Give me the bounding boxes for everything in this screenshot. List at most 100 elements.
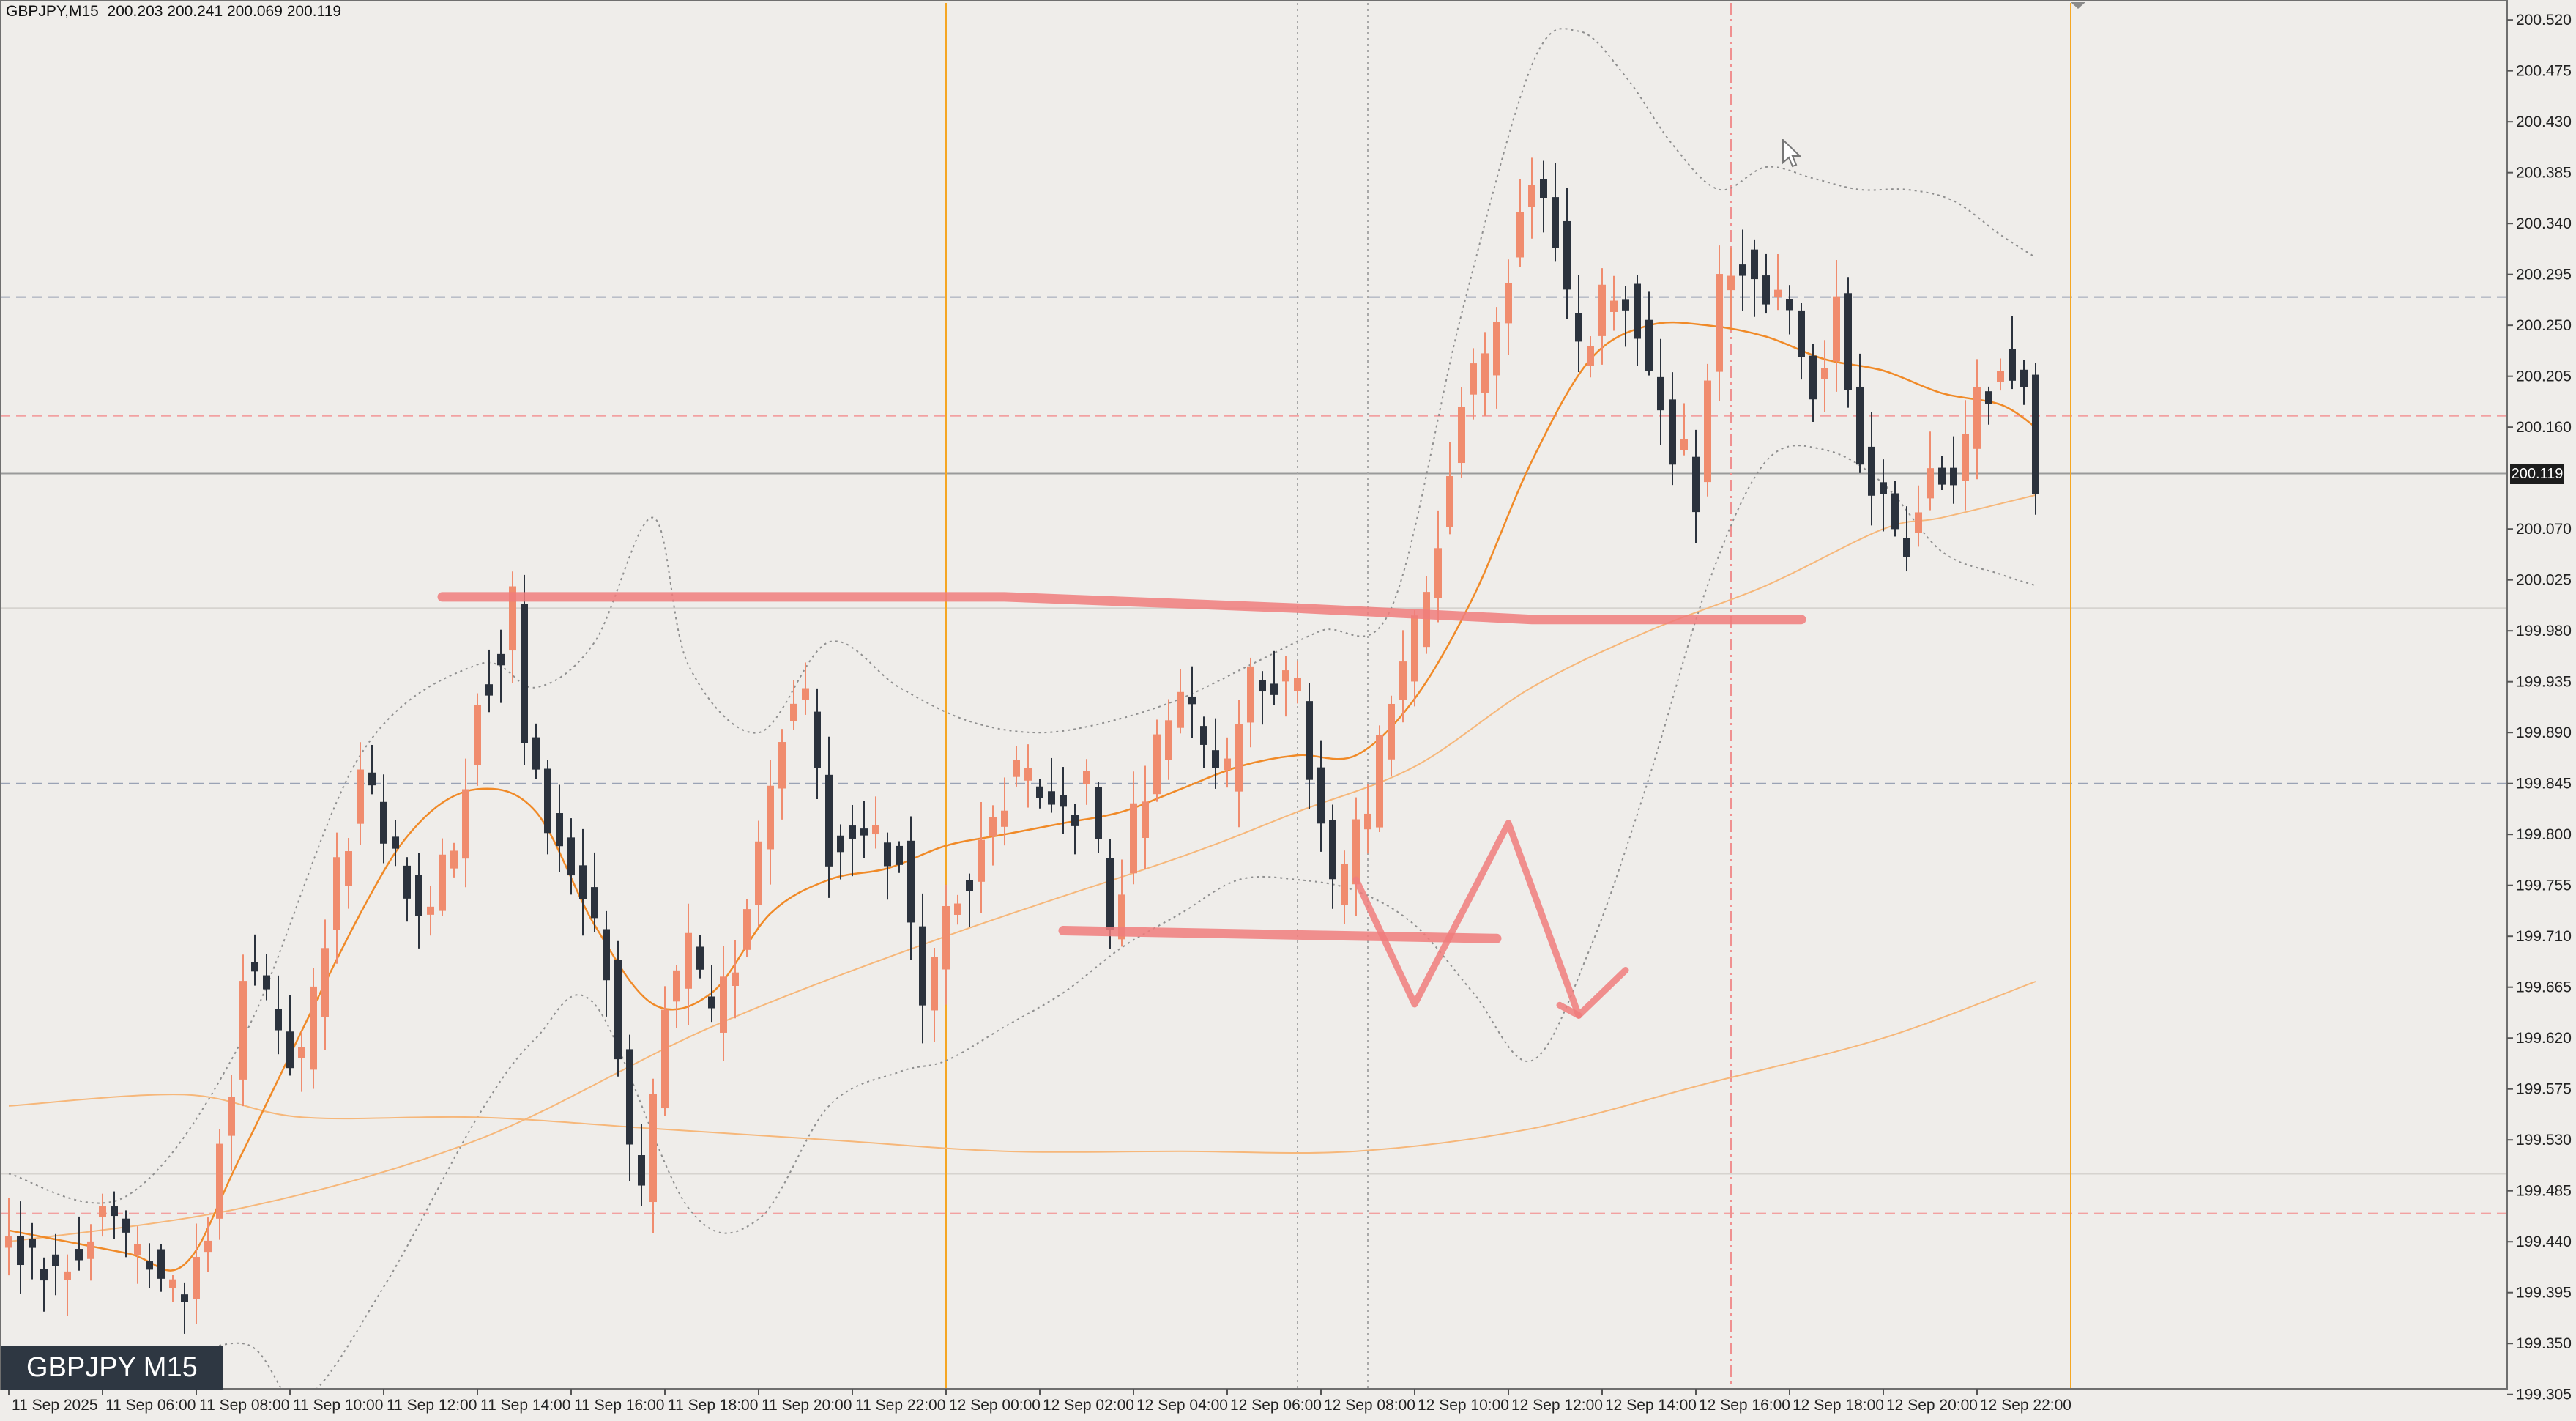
candle-body [40, 1269, 48, 1281]
candle [872, 796, 879, 849]
candle-body [1962, 434, 1969, 481]
candle [239, 954, 247, 1107]
candle [64, 1254, 71, 1316]
candle [474, 693, 481, 786]
candle-body [122, 1218, 130, 1233]
candle [427, 886, 434, 936]
candle [1997, 358, 2004, 391]
candle [357, 742, 364, 845]
candle [29, 1222, 36, 1280]
candle-body [1997, 371, 2004, 382]
candle-body [567, 837, 575, 876]
support-line [1058, 926, 1502, 943]
candle [181, 1282, 188, 1334]
candle-body [1844, 293, 1852, 390]
candle-body [685, 932, 692, 989]
candle-body [1458, 407, 1465, 464]
y-tick-label: 200.160 [2516, 419, 2572, 436]
candle [1317, 740, 1325, 852]
candle [2032, 363, 2039, 515]
candle [1013, 746, 1020, 787]
candle [1470, 348, 1477, 420]
candle-body [193, 1257, 200, 1299]
candle-body [825, 774, 833, 867]
candle [52, 1233, 59, 1296]
candle-body [638, 1155, 645, 1186]
candle [5, 1198, 12, 1276]
candle-body [1610, 300, 1618, 312]
candle-body [1634, 283, 1641, 339]
candle-body [696, 946, 704, 970]
x-tick-label: 11 Sep 06:00 [105, 1397, 196, 1414]
candle-body [614, 960, 622, 1060]
candle-body [415, 875, 422, 916]
candle-body [814, 711, 821, 768]
candle-body [743, 909, 751, 950]
candle-body [1739, 264, 1746, 276]
candle [1036, 779, 1043, 809]
candle [1575, 275, 1582, 372]
candle [1985, 386, 1992, 425]
candle-body [310, 986, 317, 1070]
candle [919, 893, 926, 1044]
candle [1903, 506, 1910, 572]
symbol-badge: GBPJPY M15 [1, 1346, 223, 1390]
candle [1739, 229, 1746, 311]
candle-body [1985, 391, 1992, 404]
candle [1645, 291, 1653, 376]
candle [1540, 160, 1547, 233]
candle [1329, 804, 1336, 909]
mouse-cursor-icon [1782, 139, 1801, 168]
candle-body [1306, 701, 1313, 780]
candle [966, 873, 973, 927]
candle [1751, 239, 1758, 317]
candle [1212, 718, 1219, 789]
candle [603, 910, 610, 1017]
candle [673, 965, 680, 1028]
y-tick-label: 199.845 [2516, 776, 2572, 793]
candle [778, 729, 786, 820]
candle-body [1903, 538, 1910, 557]
resistance-line [437, 592, 1806, 625]
candle [1341, 850, 1348, 924]
candle-body [1868, 446, 1875, 496]
candle [1024, 744, 1032, 808]
candle [837, 824, 844, 880]
candle-body [1798, 310, 1805, 357]
y-tick-label: 200.295 [2516, 267, 2572, 283]
candle [1060, 767, 1067, 834]
x-tick-label: 12 Sep 08:00 [1324, 1397, 1415, 1414]
candle [1130, 771, 1137, 885]
candle-body [966, 880, 973, 891]
ma-fast-line [8, 321, 2036, 1272]
y-tick-label: 199.620 [2516, 1030, 2572, 1047]
candle-body [1821, 368, 1828, 379]
candle-body [497, 653, 505, 666]
candle-body [521, 604, 528, 743]
candle [1880, 459, 1887, 532]
candle-body [345, 851, 352, 886]
candle [1001, 777, 1008, 846]
candle-body [298, 1047, 305, 1058]
candle-body [1235, 724, 1243, 792]
candle-body [357, 769, 364, 824]
candle [193, 1223, 200, 1324]
candle [1552, 163, 1559, 262]
candle [1247, 657, 1254, 748]
candle-body [181, 1294, 188, 1302]
candle [1587, 336, 1594, 378]
candle-body [204, 1240, 212, 1253]
candle-body [1001, 810, 1008, 827]
candle [884, 832, 891, 900]
candle [1364, 784, 1371, 854]
candle [1798, 303, 1805, 380]
candle [1856, 353, 1864, 473]
header-symbol: GBPJPY,M15 [6, 3, 99, 20]
x-tick-label: 12 Sep 14:00 [1605, 1397, 1697, 1414]
candle-body [860, 828, 868, 836]
candle [1598, 268, 1606, 365]
candle-body [1891, 493, 1899, 530]
candle-body [2020, 369, 2028, 387]
